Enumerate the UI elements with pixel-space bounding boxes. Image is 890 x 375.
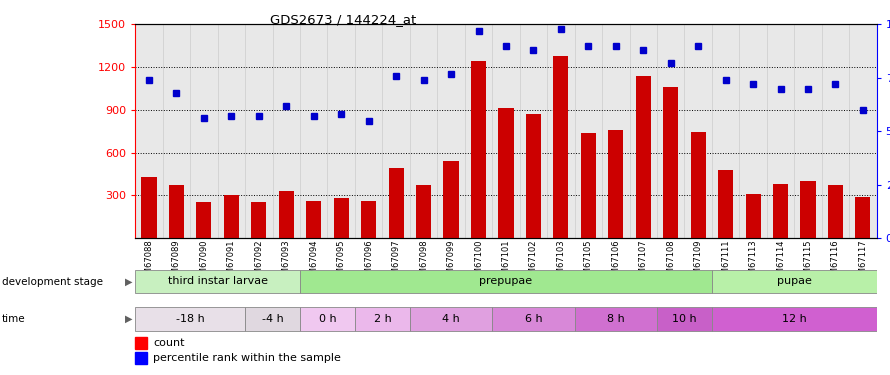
Text: pupae: pupae bbox=[777, 276, 812, 286]
Bar bbox=[135, 337, 147, 349]
Bar bbox=[712, 270, 877, 293]
Bar bbox=[389, 168, 404, 238]
Text: 2 h: 2 h bbox=[374, 314, 392, 324]
Text: 6 h: 6 h bbox=[524, 314, 542, 324]
Text: ▶: ▶ bbox=[125, 314, 132, 324]
Text: count: count bbox=[153, 338, 184, 348]
Text: GDS2673 / 144224_at: GDS2673 / 144224_at bbox=[270, 13, 416, 26]
Text: -18 h: -18 h bbox=[176, 314, 205, 324]
Bar bbox=[135, 352, 147, 364]
Bar bbox=[773, 184, 789, 238]
Bar bbox=[361, 201, 376, 238]
Bar bbox=[712, 307, 877, 331]
Bar bbox=[657, 307, 712, 331]
Bar bbox=[416, 185, 431, 238]
Bar bbox=[718, 170, 733, 238]
Bar bbox=[410, 307, 492, 331]
Bar bbox=[223, 195, 239, 238]
Bar bbox=[471, 62, 486, 238]
Bar bbox=[142, 177, 157, 238]
Bar bbox=[355, 307, 410, 331]
Bar bbox=[608, 130, 623, 238]
Bar bbox=[300, 270, 712, 293]
Bar bbox=[306, 201, 321, 238]
Bar bbox=[300, 307, 355, 331]
Text: -4 h: -4 h bbox=[262, 314, 283, 324]
Text: 12 h: 12 h bbox=[782, 314, 806, 324]
Text: prepupae: prepupae bbox=[480, 276, 532, 286]
Text: third instar larvae: third instar larvae bbox=[167, 276, 268, 286]
Bar bbox=[492, 307, 575, 331]
Bar bbox=[443, 161, 458, 238]
Text: ▶: ▶ bbox=[125, 277, 132, 286]
Text: development stage: development stage bbox=[2, 277, 102, 286]
Bar bbox=[581, 134, 596, 238]
Text: 10 h: 10 h bbox=[672, 314, 697, 324]
Bar bbox=[197, 202, 212, 238]
Text: percentile rank within the sample: percentile rank within the sample bbox=[153, 353, 341, 363]
Bar bbox=[554, 56, 569, 238]
Bar bbox=[251, 202, 266, 238]
Text: 4 h: 4 h bbox=[442, 314, 460, 324]
Bar bbox=[279, 191, 294, 238]
Bar bbox=[169, 185, 184, 238]
Bar bbox=[800, 182, 815, 238]
Bar bbox=[135, 270, 300, 293]
Bar bbox=[135, 307, 245, 331]
Bar bbox=[526, 114, 541, 238]
Text: time: time bbox=[2, 314, 26, 324]
Bar bbox=[691, 132, 706, 238]
Bar bbox=[334, 198, 349, 238]
Bar bbox=[746, 194, 761, 238]
Bar bbox=[855, 197, 870, 238]
Bar bbox=[635, 76, 651, 238]
Bar bbox=[575, 307, 657, 331]
Text: 0 h: 0 h bbox=[319, 314, 336, 324]
Bar bbox=[245, 307, 300, 331]
Bar bbox=[828, 185, 843, 238]
Bar bbox=[663, 87, 678, 238]
Bar bbox=[498, 108, 514, 238]
Text: 8 h: 8 h bbox=[607, 314, 625, 324]
